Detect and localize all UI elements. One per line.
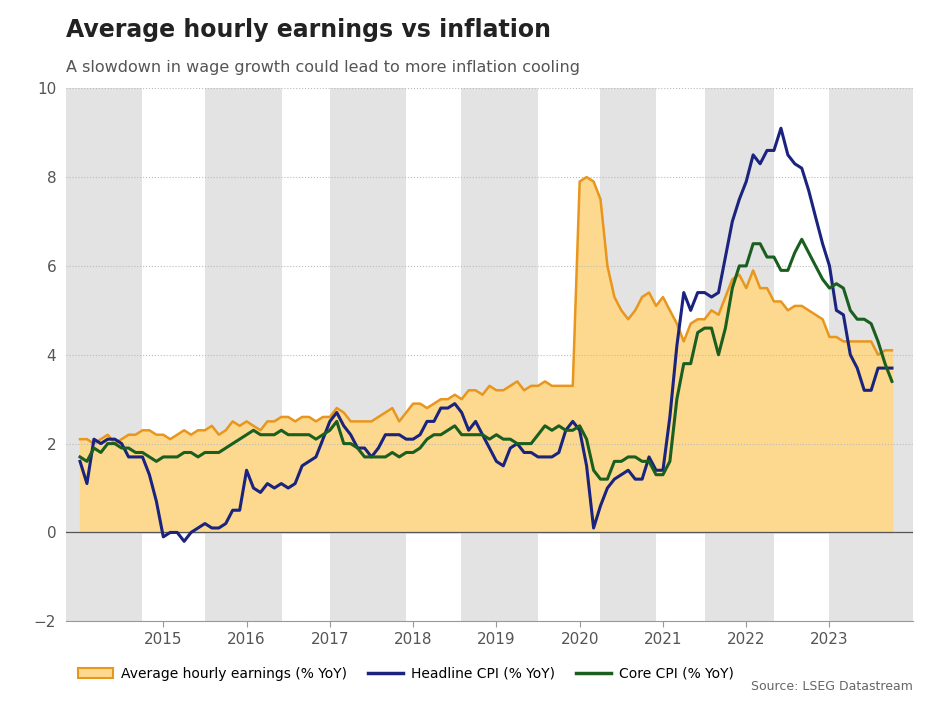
Text: Source: LSEG Datastream: Source: LSEG Datastream (751, 681, 913, 693)
Bar (205, 88, 281, 621)
Bar (330, 88, 407, 621)
Bar (705, 88, 774, 621)
Bar (830, 88, 913, 621)
Bar (66, 88, 142, 621)
Bar (600, 88, 656, 621)
Bar (461, 88, 538, 621)
Text: A slowdown in wage growth could lead to more inflation cooling: A slowdown in wage growth could lead to … (66, 60, 580, 75)
Legend: Average hourly earnings (% YoY), Headline CPI (% YoY), Core CPI (% YoY): Average hourly earnings (% YoY), Headlin… (72, 662, 740, 686)
Text: Average hourly earnings vs inflation: Average hourly earnings vs inflation (66, 18, 550, 42)
